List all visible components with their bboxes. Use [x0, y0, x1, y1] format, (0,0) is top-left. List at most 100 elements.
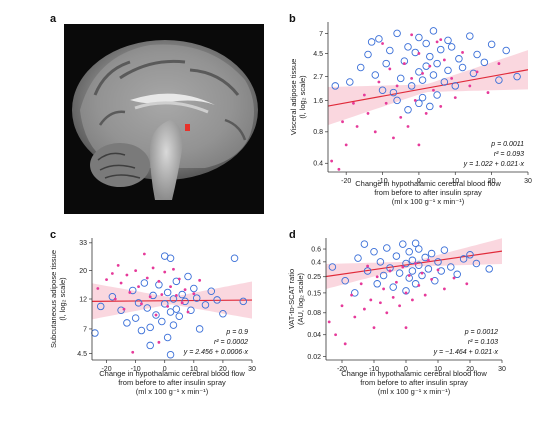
y-axis-label: VAT-to-SCAT ratio	[287, 269, 296, 329]
data-point-filled	[475, 70, 479, 74]
data-point-open	[108, 292, 117, 301]
data-point-open	[404, 43, 412, 51]
data-point-open	[383, 244, 391, 252]
data-point-open	[213, 296, 221, 304]
data-point-open	[370, 248, 378, 256]
data-point-filled	[398, 304, 401, 308]
panel-letter-d: d	[289, 229, 296, 241]
y-tick-label: 0.15	[307, 290, 321, 297]
data-point-filled	[404, 291, 408, 295]
y-tick-label: 4.5	[77, 351, 87, 358]
data-point-open	[96, 302, 105, 311]
hypothalamus-highlight	[185, 124, 190, 131]
stat-annotation: p = 0.9	[225, 329, 248, 336]
data-point-open	[408, 267, 417, 275]
data-point-filled	[439, 38, 443, 42]
y-tick-label: 0.02	[307, 354, 321, 361]
data-point-filled	[180, 301, 184, 305]
data-point-open	[328, 263, 337, 271]
data-point-filled	[373, 130, 377, 134]
data-point-filled	[330, 159, 334, 163]
data-point-open	[447, 263, 455, 271]
data-point-open	[146, 341, 154, 350]
x-axis-label: Change in hypothalamic cerebral blood fl…	[355, 179, 501, 188]
brain-mri-image	[64, 24, 264, 214]
data-point-filled	[186, 310, 190, 314]
data-point-filled	[401, 265, 405, 269]
data-point-open	[418, 76, 427, 84]
data-point-open	[426, 102, 434, 111]
data-point-open	[415, 245, 423, 253]
data-point-filled	[424, 112, 428, 115]
data-point-open	[146, 323, 154, 332]
data-point-filled	[169, 285, 172, 289]
data-point-filled	[407, 274, 411, 277]
data-point-filled	[404, 326, 408, 330]
x-tick-label: -10	[377, 178, 387, 185]
data-point-filled	[142, 252, 146, 256]
data-point-open	[239, 297, 248, 306]
data-point-filled	[465, 282, 469, 286]
data-point-filled	[327, 320, 331, 324]
x-tick-label: 0	[163, 366, 167, 373]
regression-line	[92, 299, 252, 302]
stat-annotation: y = 1.022 + 0.021·x	[463, 161, 525, 168]
y-tick-label: 20	[79, 268, 87, 275]
data-point-open	[373, 280, 381, 288]
data-point-filled	[410, 33, 414, 37]
data-point-open	[158, 317, 166, 326]
data-point-open	[444, 36, 452, 45]
data-point-open	[513, 72, 521, 81]
stat-annotation: r² = 0.103	[468, 339, 498, 346]
data-point-filled	[461, 51, 464, 54]
y-tick-label: 0.6	[311, 246, 321, 253]
data-point-open	[230, 254, 239, 262]
data-point-open	[444, 66, 452, 75]
data-point-open	[356, 63, 365, 72]
data-point-filled	[436, 268, 440, 272]
data-point-filled	[372, 326, 376, 330]
data-point-filled	[151, 266, 155, 270]
data-point-open	[166, 308, 175, 316]
data-point-filled	[177, 277, 181, 281]
data-point-open	[143, 304, 152, 312]
data-point-open	[415, 261, 423, 269]
data-point-filled	[395, 280, 398, 284]
data-point-open	[402, 259, 410, 268]
data-point-open	[131, 314, 140, 322]
data-point-filled	[359, 282, 363, 286]
data-point-open	[429, 27, 438, 35]
data-point-open	[395, 269, 404, 277]
data-point-open	[453, 270, 461, 279]
y-tick-label: 0.25	[307, 274, 321, 281]
y-tick-label: 4.5	[313, 51, 323, 58]
panel-b: b -20 -10 0 10 20 30 0.4 0.8 1.6 2.7 4.5 7 Visceral a…	[289, 13, 532, 206]
data-point-open	[447, 43, 456, 51]
data-point-open	[424, 265, 433, 273]
data-point-open	[376, 258, 385, 266]
data-point-filled	[450, 76, 454, 80]
data-point-open	[190, 284, 198, 293]
data-point-open	[389, 88, 398, 97]
data-point-filled	[388, 67, 392, 71]
data-point-filled	[417, 284, 421, 287]
data-point-filled	[381, 42, 384, 45]
x-tick-label: 20	[219, 366, 227, 373]
data-point-open	[472, 259, 481, 268]
data-point-filled	[125, 273, 129, 277]
data-point-filled	[432, 88, 435, 92]
data-point-open	[379, 271, 388, 280]
x-axis-label: from before to after insulin spray	[374, 188, 482, 197]
stat-annotation: r² = 0.0002	[214, 339, 248, 346]
x-axis-label: (ml x 100 g⁻¹ x min⁻¹)	[136, 387, 209, 396]
y-axis-label: Visceral adipose tissue	[289, 59, 298, 136]
data-point-open	[184, 272, 192, 281]
data-point-filled	[417, 143, 421, 147]
data-point-filled	[377, 80, 381, 84]
data-point-open	[341, 277, 349, 285]
data-point-open	[140, 279, 149, 287]
y-tick-label: 7	[319, 31, 323, 38]
data-point-open	[367, 38, 376, 46]
x-axis-label: Change in hypothalamic cerebral blood fl…	[341, 369, 487, 378]
